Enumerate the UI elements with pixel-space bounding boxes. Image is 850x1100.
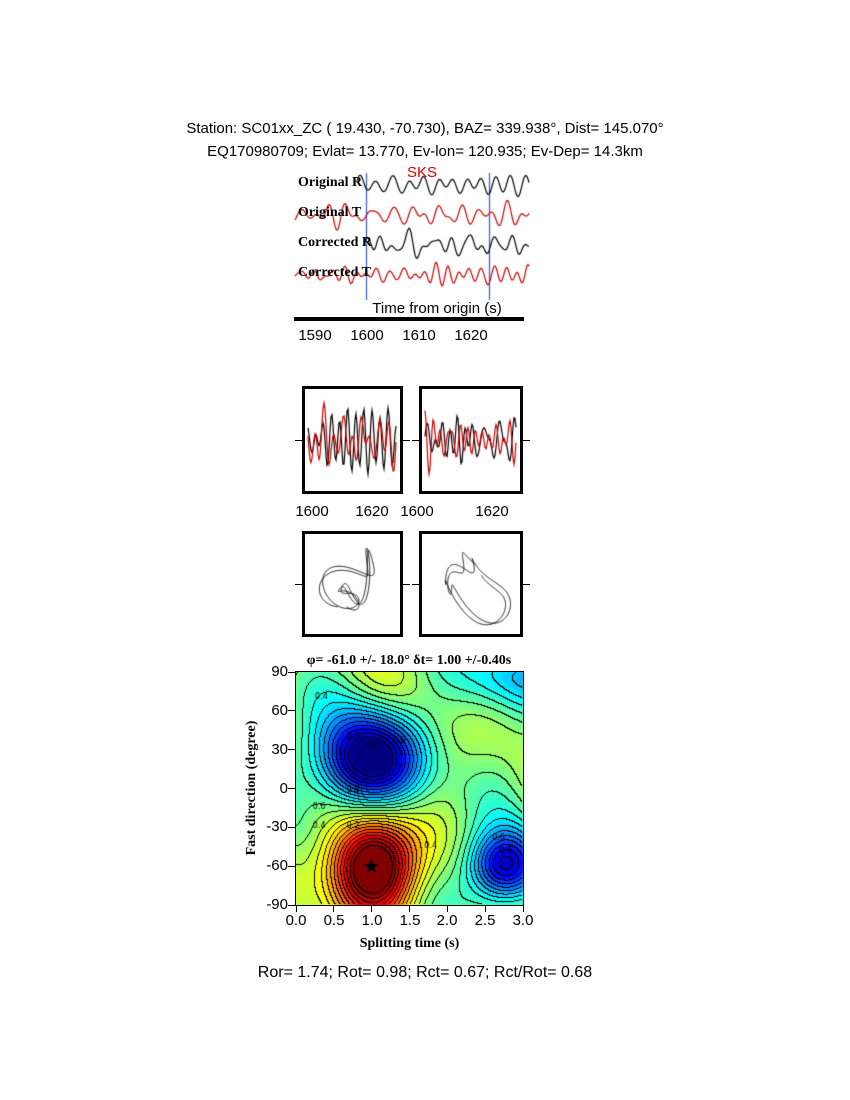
ytick-0: 0 [279,780,288,797]
phase-label: SKS [407,164,438,181]
ytick-m90: -90 [266,896,288,913]
axis-tick [288,865,295,867]
xtick-15: 1.5 [399,912,421,929]
splitting-result-title: φ= -61.0 +/- 18.0° δt= 1.00 +/-0.40s [306,653,512,668]
axis-tick [403,440,410,441]
axis-tick [371,906,373,912]
axis-tick [333,906,335,912]
trace-label-original-r: Original R [298,175,363,190]
particle-motion-original [302,531,403,637]
ytick-30: 30 [271,741,288,758]
wave-left-canvas [305,389,400,491]
hodogram-right-canvas [422,534,520,634]
axis-tick [403,584,410,585]
time-axis-bar [294,317,524,321]
error-surface-frame [295,671,524,906]
seismogram-canvas [293,167,530,305]
particle-motion-corrected [419,531,523,637]
ytick-60: 60 [271,702,288,719]
xtick-25: 2.5 [474,912,496,929]
axis-tick [295,440,302,441]
error-surface-canvas [296,672,523,905]
time-tick-1610: 1610 [402,327,436,344]
axis-tick [412,584,419,585]
ytick-m60: -60 [266,857,288,874]
xtick-30: 3.0 [512,912,534,929]
station-info: Station: SC01xx_ZC ( 19.430, -70.730), B… [186,120,664,137]
time-tick-1590: 1590 [298,327,332,344]
axis-tick [523,440,530,441]
xtick-0: 0.0 [285,912,307,929]
axis-tick [484,906,486,912]
time-tick-1620: 1620 [454,327,488,344]
event-info: EQ170980709; Evlat= 13.770, Ev-lon= 120.… [207,143,643,160]
quality-metrics: Ror= 1.74; Rot= 0.98; Rct= 0.67; Rct/Rot… [257,964,593,981]
time-tick-1600: 1600 [350,327,384,344]
axis-tick [409,906,410,912]
axis-tick [446,906,448,912]
xtick-05: 0.5 [323,912,345,929]
time-axis-label: Time from origin (s) [372,300,502,317]
axis-tick [523,584,530,585]
wave-right-canvas [422,389,520,491]
wave-right-tick-1620: 1620 [475,503,509,520]
xtick-20: 2.0 [436,912,458,929]
wave-left-tick-1620: 1620 [355,503,389,520]
wave-left-tick-1600: 1600 [295,503,329,520]
waveform-panel-corrected [419,386,523,494]
axis-tick [412,440,419,441]
xtick-10: 1.0 [361,912,383,929]
axis-tick [288,826,295,828]
ytick-m30: -30 [266,818,288,835]
axis-tick [288,749,295,751]
axis-tick [288,904,295,906]
axis-tick [288,710,295,712]
axis-tick [288,788,295,789]
trace-label-corrected-t: Corrected T [298,265,371,280]
ytick-90: 90 [271,663,288,680]
axis-tick [295,584,302,585]
axis-tick [288,671,295,673]
hodogram-left-canvas [305,534,400,634]
trace-label-corrected-r: Corrected R [298,235,372,250]
x-axis-label: Splitting time (s) [359,936,460,951]
axis-tick [522,906,524,912]
axis-tick [295,906,297,912]
waveform-panel-original [302,386,403,494]
trace-label-original-t: Original T [298,205,362,220]
y-axis-label: Fast direction (degree) [244,720,259,856]
wave-right-tick-1600: 1600 [400,503,434,520]
